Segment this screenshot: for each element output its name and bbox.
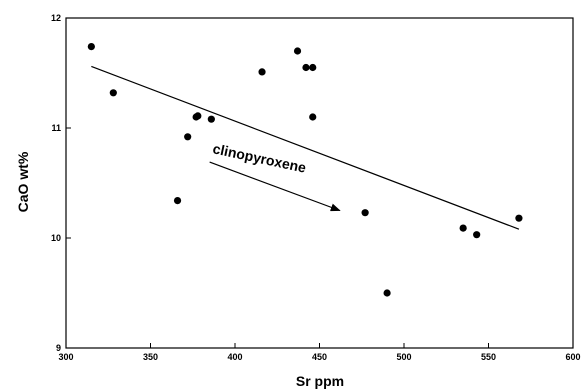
trend-layer: [91, 65, 520, 230]
data-point: [515, 214, 523, 222]
data-point: [173, 197, 182, 205]
data-point: [293, 47, 302, 55]
annotation-label: clinopyroxene: [211, 140, 307, 175]
data-point: [258, 68, 266, 76]
data-points: [87, 43, 523, 297]
plot-frame: [65, 17, 574, 349]
data-point: [87, 43, 95, 51]
annotation-layer: clinopyroxene: [209, 140, 341, 212]
x-tick-label: 450: [312, 352, 327, 362]
data-point: [309, 63, 317, 72]
axis-ticks: 300 350 400 450 500 550 600 9 10 11 12: [51, 13, 581, 362]
annotation-arrow: [209, 161, 341, 212]
y-tick-label: 11: [51, 123, 61, 133]
y-tick-label: 9: [56, 343, 61, 353]
data-point: [361, 209, 369, 217]
x-tick-label: 500: [396, 352, 411, 362]
x-tick-label: 300: [58, 352, 73, 362]
data-point: [194, 112, 202, 120]
data-point: [383, 289, 391, 297]
data-point: [302, 63, 310, 72]
y-tick-label: 10: [51, 233, 61, 243]
data-point: [473, 231, 481, 239]
data-point: [207, 115, 215, 123]
trend-line: [91, 65, 520, 230]
x-tick-label: 350: [143, 352, 158, 362]
data-point: [109, 89, 117, 97]
axes: [65, 17, 574, 349]
y-tick-label: 12: [51, 13, 61, 23]
x-tick-label: 550: [481, 352, 496, 362]
x-tick-label: 600: [565, 352, 580, 362]
data-point: [184, 133, 192, 141]
y-axis-title: CaO wt%: [15, 151, 31, 212]
x-tick-label: 400: [227, 352, 242, 362]
data-point: [459, 224, 467, 232]
x-axis-title: Sr ppm: [296, 373, 344, 389]
data-point: [309, 113, 317, 121]
